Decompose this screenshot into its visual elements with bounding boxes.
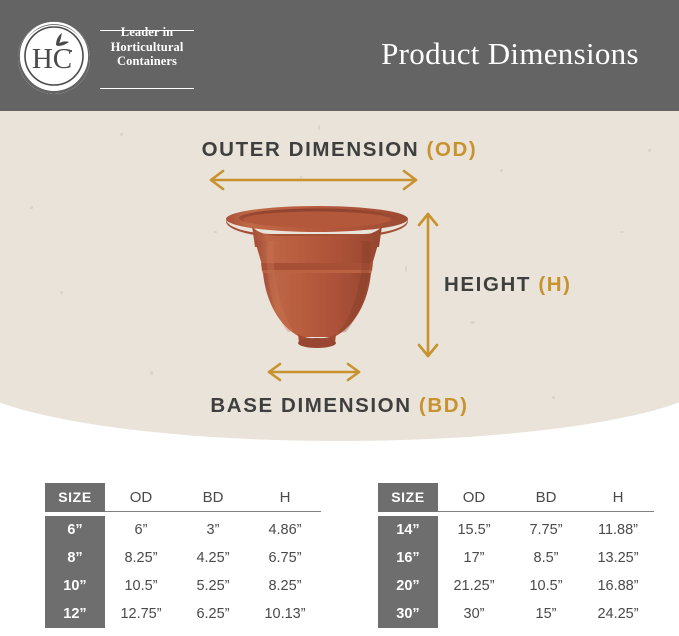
logo-tagline-line3: Containers xyxy=(116,54,178,68)
cell-h: 6.75” xyxy=(268,550,302,566)
header-od: OD xyxy=(105,483,177,512)
outer-dimension-label: OUTER DIMENSION (OD) xyxy=(0,138,679,162)
table-row: 12” 12.75” 6.25” 10.13” xyxy=(45,600,321,628)
planter-pot-illustration xyxy=(226,206,408,348)
page-title: Product Dimensions xyxy=(381,36,639,71)
cell-od: 15.5” xyxy=(457,522,491,538)
base-dimension-text: BASE DIMENSION xyxy=(210,394,412,417)
cell-size: 20” xyxy=(378,572,438,600)
cell-h: 13.25” xyxy=(597,550,639,566)
header-od: OD xyxy=(438,483,510,512)
dimension-arrows xyxy=(209,169,439,382)
cell-size: 8” xyxy=(45,544,105,572)
dimensions-table: SIZE OD BD H 6” 6” 3” 4.86” 8” xyxy=(45,483,321,628)
cell-h: 8.25” xyxy=(268,578,302,594)
header-size: SIZE xyxy=(378,483,438,512)
svg-text:HC: HC xyxy=(32,43,72,75)
cell-bd: 3” xyxy=(206,522,220,538)
table-row: 16” 17” 8.5” 13.25” xyxy=(378,544,654,572)
diagram-panel: OUTER DIMENSION (OD) BASE DIMENSION (BD)… xyxy=(0,111,679,441)
header-size: SIZE xyxy=(45,483,105,512)
base-dimension-label: BASE DIMENSION (BD) xyxy=(0,394,679,418)
cell-bd: 15” xyxy=(535,606,557,622)
cell-od: 17” xyxy=(463,550,485,566)
cell-od: 21.25” xyxy=(453,578,495,594)
cell-h: 24.25” xyxy=(597,606,639,622)
height-arrow xyxy=(417,212,439,358)
brand-logo: HC Leader in Horticultural Containers xyxy=(18,20,198,96)
table-header-gap xyxy=(45,511,321,516)
cell-od: 12.75” xyxy=(120,606,162,622)
height-label: HEIGHT (H) xyxy=(444,273,572,297)
base-dimension-arrow xyxy=(267,362,361,382)
cell-bd: 10.5” xyxy=(529,578,563,594)
spec-table-large: SIZE OD BD H 14” 15.5” 7.75” 11.88” xyxy=(378,483,654,628)
cell-size: 12” xyxy=(45,600,105,628)
base-dimension-abbr: (BD) xyxy=(418,394,469,417)
cell-bd: 7.75” xyxy=(529,522,563,538)
spec-table-small: SIZE OD BD H 6” 6” 3” 4.86” 8” xyxy=(45,483,321,628)
header-h: H xyxy=(249,483,321,512)
height-text: HEIGHT xyxy=(444,273,532,296)
table-header-gap xyxy=(378,511,654,516)
cell-od: 6” xyxy=(134,522,148,538)
cell-h: 11.88” xyxy=(597,522,639,538)
outer-dimension-arrow xyxy=(209,169,418,191)
outer-dimension-text: OUTER DIMENSION xyxy=(201,138,420,161)
logo-tagline-line2: Horticultural xyxy=(110,39,184,54)
cell-size: 16” xyxy=(378,544,438,572)
table-row: 30” 30” 15” 24.25” xyxy=(378,600,654,628)
cell-size: 30” xyxy=(378,600,438,628)
header-bd: BD xyxy=(510,483,582,512)
outer-dimension-abbr: (OD) xyxy=(426,138,478,161)
cell-h: 16.88” xyxy=(597,578,639,594)
cell-od: 30” xyxy=(463,606,485,622)
logo-divider-bottom xyxy=(100,88,194,89)
header-h: H xyxy=(582,483,654,512)
height-abbr: (H) xyxy=(538,273,572,296)
table-row: 20” 21.25” 10.5” 16.88” xyxy=(378,572,654,600)
cell-size: 6” xyxy=(45,516,105,544)
cell-size: 10” xyxy=(45,572,105,600)
logo-tagline-line1: Leader in xyxy=(120,25,174,39)
table-header-row: SIZE OD BD H xyxy=(378,483,654,512)
table-row: 8” 8.25” 4.25” 6.75” xyxy=(45,544,321,572)
cell-od: 10.5” xyxy=(124,578,158,594)
cell-bd: 4.25” xyxy=(196,550,230,566)
hc-monogram-icon: HC xyxy=(19,21,89,91)
table-row: 6” 6” 3” 4.86” xyxy=(45,516,321,544)
cell-od: 8.25” xyxy=(124,550,158,566)
cell-bd: 8.5” xyxy=(533,550,559,566)
logo-divider-top xyxy=(100,30,194,31)
cell-size: 14” xyxy=(378,516,438,544)
table-row: 10” 10.5” 5.25” 8.25” xyxy=(45,572,321,600)
table-row: 14” 15.5” 7.75” 11.88” xyxy=(378,516,654,544)
logo-tagline: Leader in Horticultural Containers xyxy=(98,25,196,69)
header-bd: BD xyxy=(177,483,249,512)
cell-bd: 6.25” xyxy=(196,606,230,622)
cell-h: 10.13” xyxy=(264,606,306,622)
dimensions-table: SIZE OD BD H 14” 15.5” 7.75” 11.88” xyxy=(378,483,654,628)
table-header-row: SIZE OD BD H xyxy=(45,483,321,512)
cell-h: 4.86” xyxy=(268,522,302,538)
header-bar: HC Leader in Horticultural Containers Pr… xyxy=(0,0,679,111)
cell-bd: 5.25” xyxy=(196,578,230,594)
